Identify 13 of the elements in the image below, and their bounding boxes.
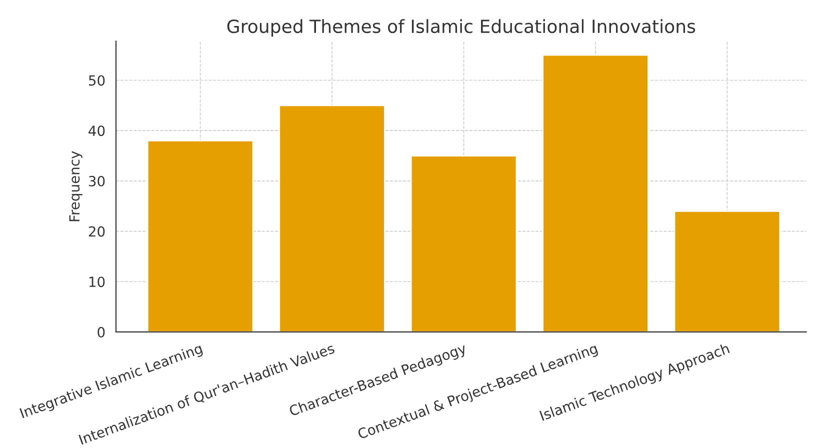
y-tick-label: 10 (89, 276, 105, 288)
bar (542, 54, 649, 332)
bar (278, 104, 386, 332)
y-tick-label: 0 (98, 326, 105, 338)
chart-title: Grouped Themes of Islamic Educational Innovations (227, 19, 696, 37)
bar (410, 155, 518, 332)
y-tick-label: 50 (88, 75, 105, 86)
y-tick-label: 20 (88, 226, 105, 237)
y-tick-label: 40 (88, 126, 105, 136)
y-tick-label: 30 (88, 176, 105, 186)
y-axis-title: Frequency (69, 151, 82, 222)
bar (674, 210, 781, 332)
bar (146, 140, 254, 332)
